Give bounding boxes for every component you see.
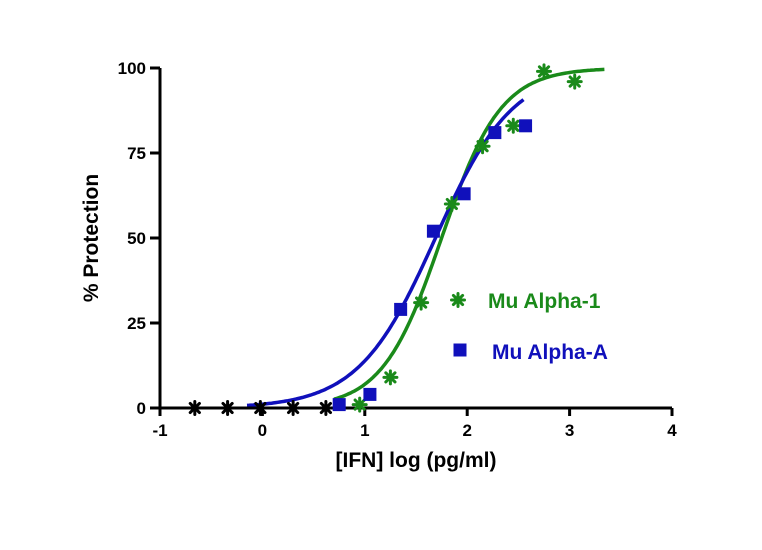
- data-point-mu-alpha-1: [252, 400, 269, 416]
- data-point-mu-alpha-1: [285, 400, 302, 416]
- data-point-mu-alpha-1: [474, 138, 491, 155]
- y-tick-label: 100: [118, 59, 146, 78]
- legend-label-mu-alpha-1: Mu Alpha-1: [488, 290, 601, 313]
- y-axis-title: % Protection: [80, 174, 103, 302]
- data-point-mu-alpha-1: [317, 400, 334, 416]
- data-point-mu-alpha-1: [382, 369, 399, 386]
- y-tick-label: 75: [127, 144, 146, 163]
- legend-marker-mu-alpha-a: [453, 343, 467, 357]
- x-tick-label: 3: [565, 421, 574, 440]
- data-point-mu-alpha-1: [413, 294, 430, 311]
- data-point-mu-alpha-1: [219, 400, 236, 416]
- data-point-mu-alpha-a: [394, 302, 408, 316]
- data-point-mu-alpha-a: [363, 387, 377, 401]
- legend: Mu Alpha-1 Mu Alpha-A: [450, 290, 608, 364]
- fit-curve-mu-alpha-a: [246, 98, 525, 408]
- data-point-mu-alpha-1: [186, 400, 203, 416]
- data-point-mu-alpha-a: [332, 398, 346, 412]
- legend-marker-mu-alpha-1: [450, 292, 466, 308]
- fit-curves: [246, 67, 605, 408]
- x-tick-label: 0: [258, 421, 267, 440]
- x-tick-label: 4: [667, 421, 677, 440]
- legend-asterisk-icon: [450, 292, 466, 308]
- data-point-mu-alpha-a: [519, 119, 533, 133]
- data-point-mu-alpha-a: [457, 187, 471, 201]
- x-axis-title: [IFN] log (pg/ml): [336, 449, 497, 472]
- data-point-mu-alpha-1: [536, 63, 552, 80]
- legend-label-mu-alpha-a: Mu Alpha-A: [492, 341, 608, 364]
- data-points: [186, 63, 583, 416]
- x-tick-label: 2: [462, 421, 471, 440]
- x-tick-label: -1: [152, 421, 167, 440]
- data-point-mu-alpha-1: [505, 117, 522, 134]
- data-point-mu-alpha-1: [566, 73, 583, 90]
- data-point-mu-alpha-a: [488, 126, 502, 140]
- axis-ticks: -1 0 1 2 3 4 0 25 50 75 100: [118, 59, 678, 440]
- x-tick-label: 1: [360, 421, 369, 440]
- y-tick-label: 0: [137, 399, 146, 418]
- fit-curve-mu-alpha-1: [333, 67, 605, 401]
- data-point-mu-alpha-1: [443, 196, 460, 212]
- data-point-mu-alpha-1: [351, 396, 368, 413]
- legend-square-icon: [453, 343, 467, 357]
- y-tick-label: 25: [127, 314, 146, 333]
- y-tick-label: 50: [127, 229, 146, 248]
- data-point-mu-alpha-a: [426, 224, 440, 238]
